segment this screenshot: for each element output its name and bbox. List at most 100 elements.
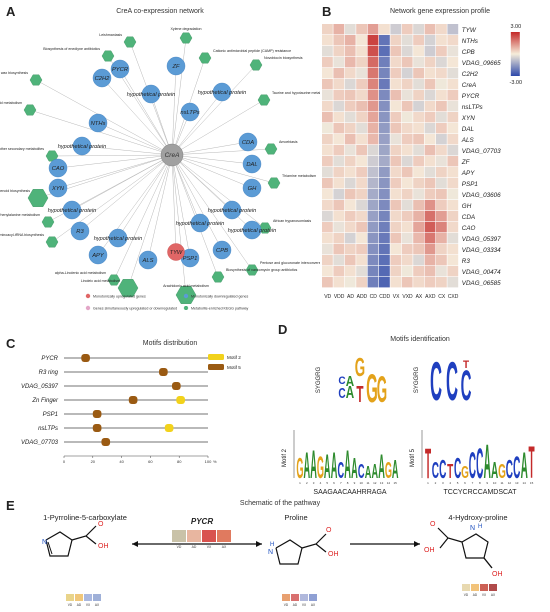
heatmap-cell — [367, 79, 379, 90]
ring-structure — [461, 533, 489, 559]
network-edge — [171, 99, 265, 156]
compound-heat-cell — [282, 594, 290, 601]
heatmap-cell — [424, 24, 436, 35]
heatmap-cell — [356, 244, 367, 255]
motif-legend-label: Motif 2 — [227, 355, 241, 360]
heatmap-cell — [356, 156, 367, 167]
heatmap-cell — [367, 167, 379, 178]
heatmap-col-label: CXD — [448, 294, 459, 300]
gene-label: hypothetical protein — [228, 228, 277, 234]
mini-col-label: AD — [473, 593, 478, 597]
heatmap-cell — [322, 101, 333, 112]
heatmap-cell — [356, 57, 367, 68]
carboxyl-bond — [439, 537, 449, 549]
heatmap-cell — [344, 178, 356, 189]
heatmap-cell — [379, 156, 390, 167]
heatmap-cell — [390, 222, 402, 233]
heatmap-cell — [447, 167, 459, 178]
heatmap-cell — [344, 101, 356, 112]
heatmap-cell — [367, 189, 379, 200]
heatmap-cell — [424, 233, 436, 244]
pathway-label: Novobiocin biosynthesis — [264, 56, 303, 60]
gene-node-down — [110, 59, 130, 79]
compound-heat-cell — [75, 594, 83, 601]
heatmap-cell — [390, 211, 402, 222]
heatmap-cell — [390, 167, 402, 178]
heatmap-cell — [447, 200, 459, 211]
gene-node-down — [72, 136, 92, 156]
pathway-node — [198, 52, 212, 64]
heatmap-cell — [322, 200, 333, 211]
heatmap-cell — [333, 90, 345, 101]
heatmap-cell — [344, 244, 356, 255]
heatmap-cell — [436, 90, 447, 101]
center-node — [160, 143, 184, 167]
heatmap-cell — [333, 277, 345, 288]
heatmap-cell — [436, 57, 447, 68]
enzyme-heat-cell — [202, 530, 216, 542]
heatmap-cell — [424, 266, 436, 277]
heatmap-cell — [379, 233, 390, 244]
heatmap-cell — [344, 156, 356, 167]
carboxyl-bond — [301, 533, 327, 549]
arrow-head — [256, 541, 262, 547]
logo-letter: A — [521, 444, 528, 486]
heatmap-cell — [322, 90, 333, 101]
atom-label: H — [478, 524, 482, 530]
heatmap-cell — [436, 79, 447, 90]
logo-position: 6 — [464, 481, 466, 485]
center-label: CreA — [165, 152, 180, 159]
pathway-node — [45, 236, 59, 248]
heatmap-row-label: VDAG_09665 — [462, 60, 501, 67]
motif-block — [164, 424, 174, 432]
compound-label: 1-Pyrroline-5-carboxylate — [43, 513, 127, 522]
motifs-identification-title: Motifs identification — [390, 336, 450, 343]
heatmap-cell — [333, 35, 345, 46]
atom-label: OH — [98, 543, 109, 550]
network-edge — [51, 154, 173, 157]
compound-heat-cell — [300, 594, 308, 601]
heatmap-cell — [356, 134, 367, 145]
axis-tick-label: 60 — [148, 459, 153, 464]
motif-distribution-chart: PYCR R3 ring VDAG_05397 Zn Finger PSP1 nsLTPs… — [21, 354, 241, 464]
compound-label: 4-Hydroxy-proline — [448, 513, 507, 522]
heatmap-cell — [333, 244, 345, 255]
heatmap-cell — [322, 123, 333, 134]
panel-letter-a: A — [6, 4, 16, 19]
heatmap-cell — [333, 57, 345, 68]
logo-position: 4 — [320, 481, 322, 485]
pathway-schematic: 1-Pyrroline-5-carboxylate Proline 4-Hydrox… — [42, 513, 508, 607]
heatmap-cell — [436, 101, 447, 112]
gene-node-down — [62, 200, 82, 220]
heatmap-cell — [390, 200, 402, 211]
heatmap-cell — [447, 178, 459, 189]
panel-letter-e: E — [6, 498, 15, 513]
heatmap-cell — [424, 101, 436, 112]
heatmap-cell — [322, 211, 333, 222]
motif-block — [81, 354, 90, 362]
logo-position: 1 — [299, 481, 301, 485]
gene-label: GH — [248, 186, 258, 192]
heatmap-cell — [367, 35, 379, 46]
motif-legend-swatch — [208, 364, 224, 370]
heatmap-cell — [379, 167, 390, 178]
heatmap-cell — [447, 35, 459, 46]
logo-letter: T — [529, 438, 535, 489]
heatmap-cell — [390, 244, 402, 255]
heatmap-cell — [436, 112, 447, 123]
compound-heat-cell — [93, 594, 101, 601]
logo-position: 6 — [333, 481, 335, 485]
double-bond — [47, 541, 53, 555]
gene-label: hypothetical protein — [58, 144, 107, 150]
logo-letter: C — [461, 361, 472, 409]
gene-label: CAO — [52, 166, 65, 172]
heatmap-cell — [379, 222, 390, 233]
gene-node-down — [238, 132, 258, 152]
enzyme-heat-cell — [187, 530, 201, 542]
heatmap-cell — [447, 79, 459, 90]
carboxyl-bond — [437, 527, 463, 543]
gene-label: CPB — [216, 248, 228, 254]
heatmap-cell — [447, 266, 459, 277]
logo-letter: A — [351, 454, 358, 485]
logo-position: 13 — [380, 481, 384, 485]
